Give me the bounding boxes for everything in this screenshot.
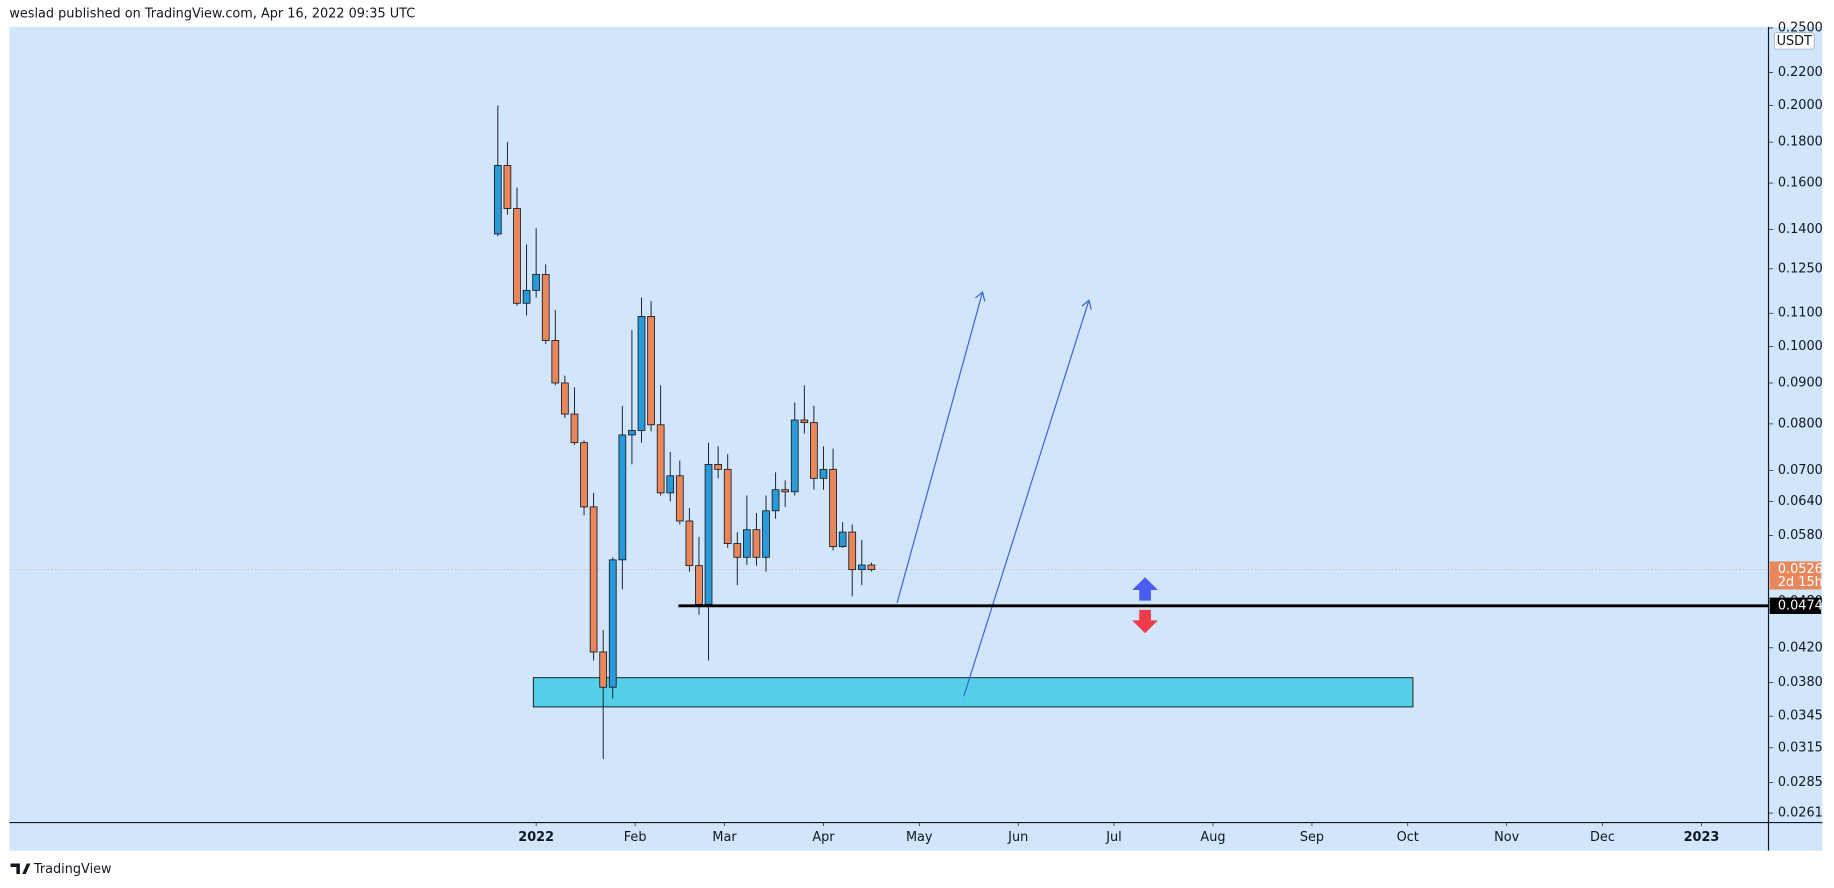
x-tick-label: Apr	[812, 830, 835, 845]
candle-body	[666, 475, 675, 494]
currency-box	[1773, 32, 1815, 50]
x-tick-label: Jun	[1007, 830, 1028, 845]
candle-body	[637, 316, 646, 431]
trend-arrow	[896, 291, 984, 604]
time-axis: 2022 Feb Mar Apr May Jun Jul Aug Sep Oct Nov Dec 202…	[518, 822, 1720, 845]
candle-body	[838, 531, 847, 548]
currency-label: USDT	[1777, 34, 1812, 49]
trend-arrow	[963, 300, 1090, 697]
candle-body	[762, 510, 770, 558]
last-price-label: 0.0526	[1778, 562, 1823, 577]
brand: TradingView	[10, 862, 112, 877]
x-tick-label: Oct	[1397, 830, 1419, 845]
y-tick-label: 0.2200	[1778, 65, 1823, 80]
y-tick-label: 0.0900	[1778, 375, 1823, 390]
candle-body	[790, 419, 799, 493]
y-tick-label: 0.1800	[1778, 135, 1823, 150]
candle-body	[551, 340, 560, 384]
candle-body	[580, 442, 588, 508]
y-tick-label: 0.2500	[1778, 20, 1823, 35]
candle-body	[752, 529, 761, 558]
demand-zone	[532, 677, 1414, 708]
y-tick-label: 0.0315	[1778, 740, 1823, 755]
candle-body	[675, 475, 684, 522]
y-tick-label: 0.0800	[1778, 416, 1823, 431]
candle-body	[541, 274, 550, 341]
x-tick-label: Dec	[1590, 830, 1615, 845]
arrow-head	[975, 291, 986, 302]
candle-body	[503, 165, 512, 209]
x-tick-label: Aug	[1200, 830, 1225, 845]
candle-body	[800, 419, 809, 424]
x-tick-label: 2023	[1684, 830, 1720, 845]
y-tick-label: 0.1400	[1778, 222, 1823, 237]
candle-body	[522, 289, 531, 304]
candle-body	[570, 413, 579, 444]
candle-body	[857, 564, 866, 571]
candle-body	[742, 529, 751, 558]
candle-body	[647, 316, 655, 426]
y-tick-label: 0.0420	[1778, 640, 1823, 655]
brand-text: TradingView	[33, 862, 112, 877]
y-tick-label: 0.0640	[1778, 494, 1823, 509]
candle-body	[695, 565, 703, 605]
candle-body	[819, 468, 828, 479]
y-tick-label: 0.1000	[1778, 339, 1823, 354]
x-tick-label: Jul	[1105, 830, 1122, 845]
candle-body	[656, 424, 665, 494]
price-line-box	[1769, 597, 1822, 614]
up-arrow-icon	[1132, 577, 1158, 601]
header: weslad published on TradingView.com, Apr…	[9, 7, 415, 22]
price-line-label: 0.0474	[1778, 598, 1823, 613]
x-tick-label: Nov	[1494, 830, 1519, 845]
candle-body	[723, 468, 732, 544]
x-tick-label: Sep	[1300, 830, 1324, 845]
candle-body	[589, 506, 598, 653]
candle-body	[704, 463, 713, 605]
chart-background	[9, 26, 1823, 851]
y-tick-label: 0.0285	[1778, 775, 1823, 790]
candle-body	[781, 489, 790, 493]
y-tick-label: 0.2000	[1778, 98, 1823, 113]
candle-body	[532, 274, 540, 291]
y-tick-label: 0.0345	[1778, 709, 1823, 724]
candle-body	[561, 382, 569, 415]
candle-body	[685, 520, 694, 567]
y-tick-label: 0.0700	[1778, 463, 1823, 478]
countdown-label: 2d 15h	[1778, 575, 1823, 590]
last-price-box	[1769, 561, 1822, 590]
y-tick-label: 0.0380	[1778, 675, 1823, 690]
x-tick-label: Mar	[712, 830, 737, 845]
candle-body	[714, 463, 722, 470]
y-tick-label: 0.1250	[1778, 261, 1823, 276]
candle-body	[771, 489, 780, 512]
y-tick-label: 0.1600	[1778, 176, 1823, 191]
candle-body	[829, 468, 837, 548]
candle-body	[608, 559, 617, 688]
candle-body	[848, 531, 857, 571]
candle-body	[513, 208, 521, 304]
candle-body	[733, 543, 742, 558]
brand-logo	[10, 863, 31, 874]
plot	[9, 105, 1769, 759]
candle-body	[618, 434, 627, 561]
candle-body	[628, 430, 636, 436]
x-tick-label: May	[906, 830, 933, 845]
candle-body	[810, 422, 818, 479]
y-tick-label: 0.1100	[1778, 306, 1823, 321]
x-tick-label: 2022	[518, 830, 554, 845]
candle-body	[493, 165, 502, 235]
y-tick-label: 0.0261	[1778, 806, 1823, 821]
candle-body	[599, 651, 608, 688]
arrow-head	[1081, 299, 1092, 310]
y-tick-label: 0.0580	[1778, 528, 1823, 543]
candle-body	[867, 564, 876, 571]
x-tick-label: Feb	[624, 830, 647, 845]
down-arrow-icon	[1132, 609, 1158, 634]
price-axis: 0.2500 0.2200 0.2000 0.1800 0.1600 0.1400 0.12…	[1768, 20, 1823, 821]
